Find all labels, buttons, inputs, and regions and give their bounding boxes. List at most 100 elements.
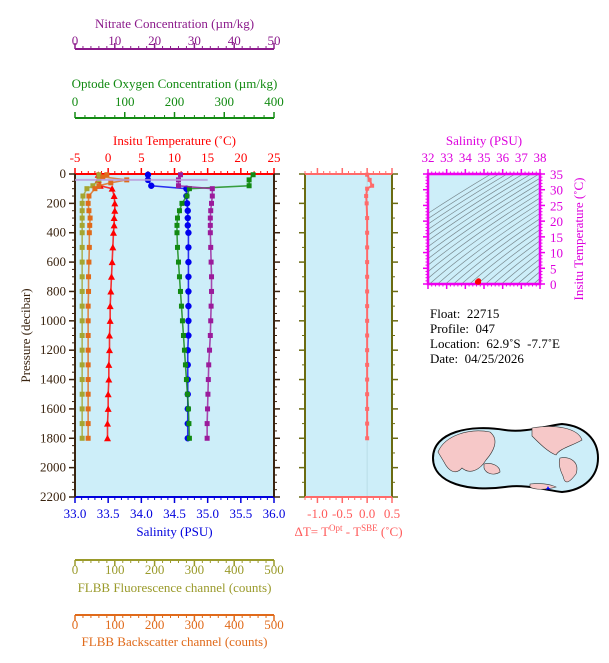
square-marker [250, 172, 256, 178]
tick-label: 1600 [40, 401, 66, 416]
square-marker [205, 377, 211, 383]
tick-label: 0 [72, 94, 79, 109]
triangle-marker [110, 214, 118, 222]
square-marker [85, 303, 91, 309]
tick-label: 20 [148, 33, 161, 48]
square-marker [86, 230, 92, 236]
ts-point [475, 279, 481, 285]
profile-number: Profile: 047 [430, 321, 495, 336]
square-marker [90, 183, 96, 189]
tick-label: 1400 [40, 372, 66, 387]
square-marker [104, 172, 110, 178]
triangle-marker [108, 185, 116, 192]
circle-marker [185, 317, 192, 325]
isopycnal [592, 164, 609, 289]
square-marker [174, 244, 180, 250]
square-marker [204, 435, 210, 441]
square-marker [207, 333, 213, 338]
tick-label: 200 [145, 562, 165, 577]
square-marker [177, 288, 183, 294]
square-marker [79, 288, 85, 294]
location: Location: 62.9˚S -7.7˚E [430, 336, 560, 351]
tick-label: 200 [47, 195, 67, 210]
tick-label: 10 [550, 246, 563, 261]
isopycnal [428, 174, 508, 225]
tick-label: 36 [496, 150, 510, 165]
square-marker [79, 421, 85, 427]
land-mass [483, 463, 501, 475]
square-marker [364, 194, 369, 199]
tick-label: 100 [105, 617, 125, 632]
square-marker [207, 230, 213, 236]
square-marker [79, 274, 85, 280]
square-marker [108, 180, 114, 186]
isopycnal [493, 246, 540, 284]
isopycnal [428, 197, 540, 279]
float-id: Float: 22715 [430, 306, 500, 321]
square-marker [365, 318, 370, 323]
tick-label: 32 [422, 150, 435, 165]
series-oxygen [174, 172, 256, 441]
triangle-marker [104, 420, 112, 427]
square-marker [174, 215, 180, 221]
isopycnal [477, 234, 540, 284]
square-marker [79, 259, 85, 265]
tick-label: 35 [478, 150, 491, 165]
triangle-marker [111, 199, 119, 207]
temperature-axis: -5 0 5 10 15 20 25 Insitu Temperature (˚C) [70, 133, 281, 175]
square-marker [85, 391, 91, 397]
triangle-marker [107, 273, 115, 280]
square-marker [183, 377, 189, 383]
land-mass [529, 483, 557, 490]
tick-label: 36.0 [263, 506, 286, 521]
square-marker [86, 274, 92, 280]
circle-marker [148, 182, 155, 189]
tick-label: 500 [264, 617, 284, 632]
square-marker [246, 177, 252, 183]
axis-title: Salinity (PSU) [136, 524, 212, 539]
square-marker [184, 193, 190, 199]
tick-label: 400 [264, 94, 284, 109]
square-marker [84, 186, 90, 192]
tick-label: 30 [188, 33, 201, 48]
square-marker [176, 208, 182, 214]
square-marker [207, 347, 213, 353]
tick-label: 100 [105, 562, 125, 577]
square-marker [365, 245, 370, 250]
isopycnal [501, 252, 540, 284]
tick-label: 20 [550, 214, 563, 229]
square-marker [365, 230, 370, 235]
tick-label: 10 [108, 33, 121, 48]
isopycnal [509, 258, 540, 284]
tick-label: 800 [47, 283, 67, 298]
main-plot-area [75, 174, 274, 497]
triangle-marker [106, 302, 114, 310]
triangle-marker [109, 229, 117, 236]
tick-label: 200 [145, 617, 165, 632]
land-mass [437, 430, 496, 473]
date: Date: 04/25/2026 [430, 351, 524, 366]
circle-marker [184, 214, 191, 222]
square-marker [179, 318, 185, 324]
triangle-marker [108, 258, 116, 266]
isopycnal [428, 174, 500, 220]
square-marker [100, 174, 106, 180]
tick-label: 400 [224, 617, 244, 632]
circle-marker [185, 302, 192, 310]
isopycnal [600, 164, 609, 289]
square-marker [87, 215, 93, 221]
square-marker [365, 172, 370, 177]
tick-label: 20 [234, 150, 247, 165]
square-marker [181, 347, 187, 353]
tick-label: 25 [268, 150, 281, 165]
square-marker [184, 391, 190, 397]
square-marker [365, 362, 370, 367]
tick-label: 40 [228, 33, 241, 48]
square-marker [365, 289, 370, 294]
square-marker [205, 391, 211, 397]
land-mass [558, 457, 578, 483]
float-info: Float: 22715 Profile: 047 Location: 62.9… [430, 306, 560, 366]
tick-label: 30 [550, 183, 563, 198]
